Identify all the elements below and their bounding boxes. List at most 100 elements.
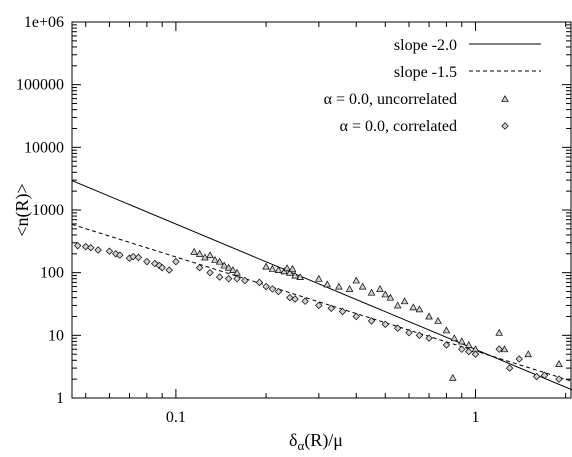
legend-label: slope -1.5 xyxy=(394,64,457,81)
diamond-point xyxy=(87,244,95,252)
diamond-point xyxy=(105,247,114,255)
triangle-point xyxy=(442,326,451,334)
diamond-point xyxy=(425,334,433,342)
triangle-point xyxy=(201,253,209,261)
diamond-point xyxy=(82,242,90,251)
triangle-point xyxy=(450,334,459,342)
triangle-point xyxy=(296,273,305,280)
diamond-point xyxy=(94,246,102,254)
diamond-point xyxy=(327,304,335,312)
diamond-point xyxy=(274,287,283,296)
triangle-point xyxy=(345,285,354,292)
diamond-point xyxy=(442,341,451,349)
legend-key-triangle xyxy=(501,95,509,102)
diamond-point xyxy=(143,257,151,266)
triangle-point xyxy=(352,276,361,284)
triangle-point xyxy=(315,274,323,282)
axes-labels: 1 10 100 1000 10000 100000 1e+06 0.1 1 <n(R)> δα(R… xyxy=(12,14,479,453)
y-tick-label: 10 xyxy=(48,327,64,344)
y-tick-label: 1000 xyxy=(32,202,64,219)
triangle-point xyxy=(386,293,395,301)
diamond-point xyxy=(515,355,523,363)
diamond-point xyxy=(158,264,166,272)
triangle-point xyxy=(190,247,198,255)
diamond-point xyxy=(255,278,264,287)
triangle-point xyxy=(457,337,466,345)
y-tick-label: 100 xyxy=(40,265,64,282)
diamond-point xyxy=(465,347,473,356)
diamond-point xyxy=(268,285,277,293)
triangle-point xyxy=(291,271,299,279)
triangle-point xyxy=(195,249,204,257)
diamond-point xyxy=(291,295,299,303)
diamond-point xyxy=(505,364,514,372)
triangle-point xyxy=(434,316,442,324)
plot-frame xyxy=(71,21,572,399)
diamond-point xyxy=(134,253,143,262)
triangle-point xyxy=(495,328,503,336)
diamond-point xyxy=(129,252,137,261)
triangle-point xyxy=(211,255,219,263)
triangle-point xyxy=(323,280,332,288)
series-layer xyxy=(72,180,572,391)
y-tick-label: 1 xyxy=(56,390,64,407)
triangle-point xyxy=(393,301,402,309)
diamond-point xyxy=(393,324,402,332)
diamond-point xyxy=(262,282,270,291)
triangle-point xyxy=(358,282,367,290)
diamond-point xyxy=(338,307,347,316)
y-tick-label: 10000 xyxy=(24,139,64,156)
triangle-point xyxy=(381,290,390,298)
diamond-point xyxy=(233,275,241,283)
triangle-point xyxy=(283,264,291,272)
triangle-point xyxy=(425,312,433,320)
x-axis-title: δα(R)/μ xyxy=(289,430,343,453)
diamond-point xyxy=(206,268,214,277)
legend-key-diamond xyxy=(501,122,509,130)
diamond-point xyxy=(405,329,413,337)
triangle-point xyxy=(448,373,457,381)
triangle-point xyxy=(335,282,343,290)
diamond-point xyxy=(367,317,376,325)
series-line-0 xyxy=(72,180,572,391)
triangle-point xyxy=(268,264,277,272)
x-tick-label: 1 xyxy=(471,409,479,426)
triangle-point xyxy=(215,257,224,265)
triangle-point xyxy=(500,345,509,353)
triangle-point xyxy=(285,268,294,276)
diamond-point xyxy=(195,264,204,272)
y-axis-title: <n(R)> xyxy=(12,183,33,236)
legend-label: slope -2.0 xyxy=(394,37,457,54)
triangle-point xyxy=(400,297,409,305)
legend: slope -2.0 slope -1.5 α = 0.0, uncorrelate… xyxy=(324,37,541,135)
diamond-point xyxy=(286,293,294,302)
diamond-point xyxy=(315,301,323,310)
triangle-point xyxy=(288,264,297,272)
triangle-point xyxy=(224,263,233,271)
diamond-point xyxy=(301,297,309,305)
triangle-point xyxy=(229,266,237,273)
diamond-point xyxy=(471,350,480,358)
triangle-point xyxy=(555,359,563,367)
legend-label: α = 0.0, correlated xyxy=(340,118,457,135)
diamond-point xyxy=(241,276,249,285)
y-tick-label: 100000 xyxy=(16,77,64,94)
triangle-point xyxy=(415,305,424,313)
triangle-point xyxy=(262,262,270,270)
legend-label: α = 0.0, uncorrelated xyxy=(324,91,457,108)
diamond-point xyxy=(172,257,180,266)
diamond-point xyxy=(540,371,549,380)
diamond-point xyxy=(415,331,424,340)
diamond-point xyxy=(495,345,503,353)
diamond-point xyxy=(215,273,224,281)
triangle-point xyxy=(206,251,214,259)
diamond-point xyxy=(458,345,466,353)
diamond-point xyxy=(224,275,233,283)
plot-area xyxy=(71,21,572,399)
diamond-point xyxy=(73,241,82,250)
triangle-point xyxy=(274,266,283,273)
triangle-point xyxy=(367,288,376,296)
diamond-point xyxy=(116,251,124,259)
triangle-point xyxy=(465,341,473,348)
